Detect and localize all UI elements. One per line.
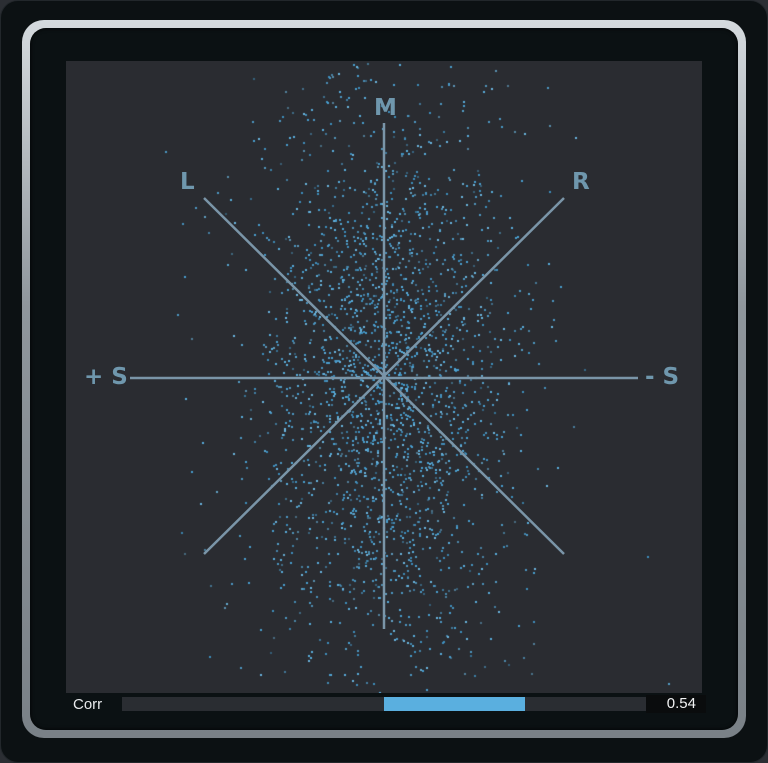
mid-label: M: [374, 95, 397, 121]
minus-side-label: - S: [645, 364, 680, 390]
correlation-track: [122, 697, 646, 711]
right-axis-line: [203, 197, 565, 555]
correlation-bar: [384, 697, 526, 711]
right-label: R: [572, 169, 590, 195]
left-label: L: [180, 169, 195, 195]
plus-side-label: + S: [84, 364, 128, 390]
correlation-meter: Corr 0.54: [66, 694, 706, 714]
correlation-value: 0.54: [646, 695, 706, 713]
correlation-label: Corr: [73, 696, 103, 713]
vectorscope-display: M L R + S - S: [66, 61, 702, 693]
vectorscope-axes: [130, 123, 638, 629]
